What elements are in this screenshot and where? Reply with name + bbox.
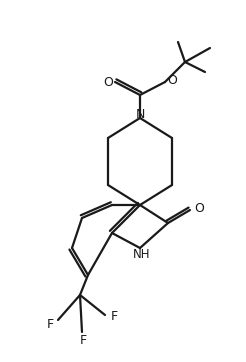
Text: F: F xyxy=(46,319,54,332)
Text: N: N xyxy=(135,109,145,122)
Text: O: O xyxy=(167,75,177,88)
Text: O: O xyxy=(103,76,113,88)
Text: F: F xyxy=(79,333,87,346)
Text: NH: NH xyxy=(133,248,151,261)
Text: F: F xyxy=(110,311,118,324)
Text: O: O xyxy=(194,202,204,215)
